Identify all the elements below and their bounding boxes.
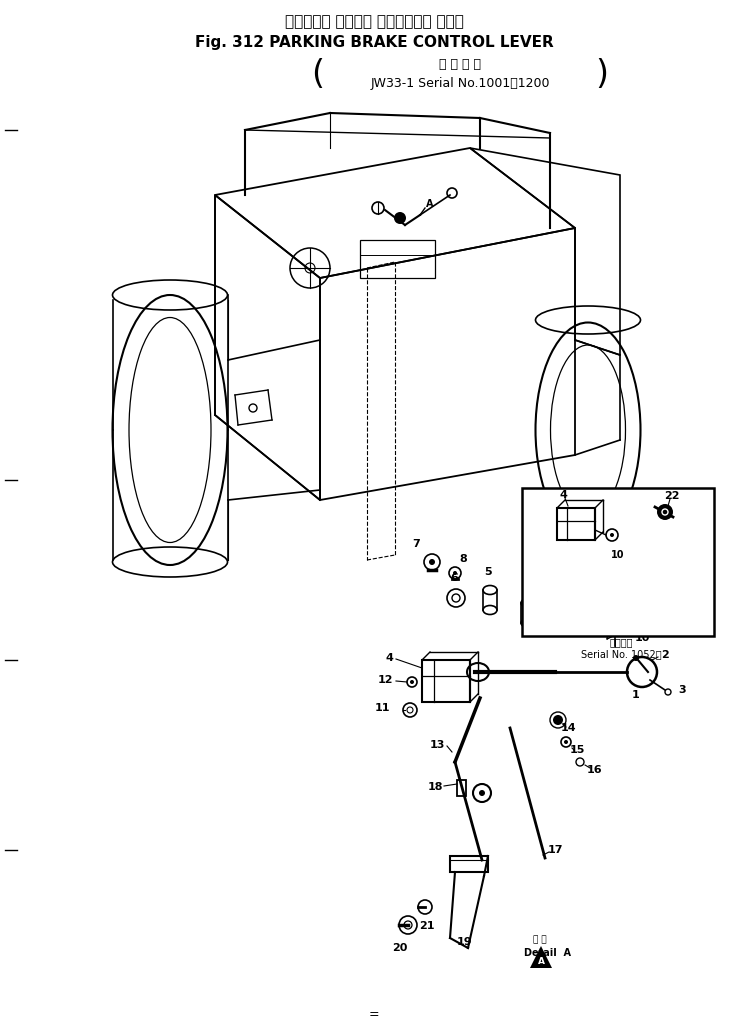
Text: JW33-1 Serial No.1001～1200: JW33-1 Serial No.1001～1200	[370, 76, 550, 90]
Text: =: =	[369, 1008, 379, 1022]
Text: 13: 13	[430, 740, 445, 750]
Text: 2: 2	[661, 650, 669, 660]
Text: 5: 5	[484, 567, 492, 577]
Text: 適 用 号 機: 適 用 号 機	[439, 59, 481, 71]
Text: 詳 細: 詳 細	[533, 935, 547, 945]
Circle shape	[410, 680, 414, 684]
Text: Serial No. 1052～: Serial No. 1052～	[580, 649, 661, 659]
Text: 21: 21	[419, 921, 434, 931]
Text: 5: 5	[536, 583, 544, 593]
Bar	[360, 240, 435, 278]
Text: 18: 18	[428, 782, 443, 792]
Circle shape	[479, 790, 485, 796]
Bar	[557, 508, 595, 540]
Text: Fig. 312 PARKING BRAKE CONTROL LEVER: Fig. 312 PARKING BRAKE CONTROL LEVER	[195, 35, 554, 49]
Circle shape	[610, 533, 614, 537]
Text: 19: 19	[457, 937, 473, 947]
Text: (: (	[312, 58, 324, 91]
Text: 12: 12	[377, 675, 393, 685]
Bar	[457, 780, 466, 796]
Circle shape	[657, 504, 673, 520]
Text: 適用号番: 適用号番	[609, 637, 633, 647]
Text: 4: 4	[385, 653, 393, 663]
Text: Detail  A: Detail A	[524, 948, 571, 958]
Text: 7: 7	[412, 539, 420, 549]
Bar	[450, 856, 488, 872]
Text: パーキング ブレーキ コントロール レバー: パーキング ブレーキ コントロール レバー	[285, 14, 464, 30]
Text: A: A	[538, 957, 545, 965]
Circle shape	[394, 212, 406, 224]
Text: 10: 10	[611, 549, 625, 560]
Circle shape	[553, 715, 563, 725]
Text: 16: 16	[587, 765, 603, 775]
Text: 1: 1	[632, 690, 640, 700]
Text: 4: 4	[559, 490, 567, 500]
Circle shape	[453, 571, 457, 575]
Text: 17: 17	[548, 845, 562, 855]
Text: A: A	[426, 199, 434, 209]
Circle shape	[429, 559, 435, 565]
Text: 6: 6	[450, 573, 458, 583]
Text: 22: 22	[664, 491, 680, 501]
Circle shape	[633, 655, 639, 661]
Bar	[422, 660, 470, 702]
Polygon shape	[530, 946, 552, 968]
Text: 10: 10	[635, 633, 650, 643]
Circle shape	[564, 740, 568, 744]
Text: 3: 3	[678, 685, 686, 695]
Bar	[522, 488, 714, 636]
Text: ): )	[595, 58, 608, 91]
Text: 8: 8	[459, 554, 467, 564]
Text: 9: 9	[622, 617, 630, 627]
Text: 11: 11	[374, 703, 390, 713]
Text: 15: 15	[569, 745, 585, 755]
Text: 20: 20	[392, 943, 407, 953]
Text: 14: 14	[560, 723, 576, 733]
